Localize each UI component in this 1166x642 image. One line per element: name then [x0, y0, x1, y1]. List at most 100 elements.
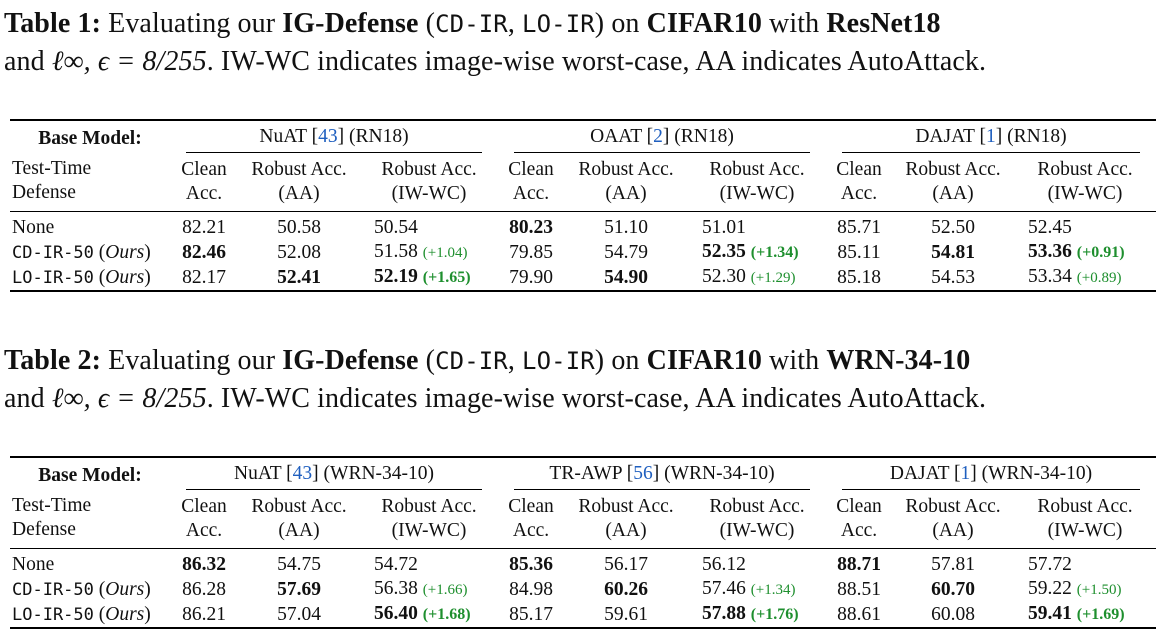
table-subheader-row: Test-Time Defense Clean Acc. Robust Acc. (A… [10, 490, 1156, 549]
citation-link[interactable]: 43 [292, 463, 313, 484]
table-cell: 86.28 [182, 578, 226, 600]
table-cell: 56.12 [688, 548, 826, 577]
table-cell: 52.35 (+1.34) [702, 241, 799, 262]
table-cell: 85.36 [498, 548, 564, 577]
variant-cd-ir: CD-IR [435, 347, 508, 375]
col-clean-acc: Clean Acc. [181, 159, 227, 204]
group-name: OAAT [590, 126, 642, 147]
table-cell: 59.41 (+1.69) [1014, 602, 1156, 629]
variant-lo-ir: LO-IR [522, 10, 595, 38]
col-robust-iwwc: Robust Acc. (IW-WC) [381, 159, 477, 204]
group-name: DAJAT [915, 126, 975, 147]
table-cell: 60.70 [931, 578, 975, 600]
citation-link[interactable]: 43 [318, 126, 338, 147]
table-row: LO-IR-50 (Ours) 82.17 52.41 52.19 (+1.65) 79… [10, 265, 1156, 292]
test-time-defense-label: Test-Time Defense [12, 158, 92, 203]
col-clean-acc: Clean Acc. [508, 496, 554, 541]
table-cell: 52.45 [1014, 211, 1156, 240]
table-cell: 86.32 [170, 548, 238, 577]
table-cell: 51.10 [564, 211, 688, 240]
table-cell: 51.58 (+1.04) [374, 241, 468, 262]
group-header: DAJAT [1] (RN18) [826, 119, 1156, 153]
col-robust-iwwc: Robust Acc. (IW-WC) [1037, 496, 1133, 541]
table-cell: 60.08 [892, 602, 1014, 629]
row-defense-name: None [10, 548, 170, 577]
table-header-row: Base Model: NuAT [43] (RN18) OAAT [2] (R… [10, 119, 1156, 153]
col-clean-acc: Clean Acc. [181, 496, 227, 541]
caption-text: with [769, 8, 820, 39]
caption-text: Evaluating our [108, 8, 276, 39]
table-cell: 88.51 [837, 578, 881, 600]
col-clean-acc: Clean Acc. [836, 159, 882, 204]
row-defense-name: LO-IR-50 (Ours) [10, 602, 170, 629]
caption-text: on [611, 345, 640, 376]
citation-link[interactable]: 1 [985, 126, 996, 147]
table-cell: 54.53 [892, 265, 1014, 292]
group-header: NuAT [43] (RN18) [170, 119, 498, 153]
model-name: ResNet18 [826, 8, 941, 39]
table-cell: 82.17 [170, 265, 238, 292]
caption-text: . IW-WC indicates image-wise worst-case,… [206, 383, 987, 414]
linf-eps-math: ℓ∞, ϵ = 8/255 [51, 383, 207, 414]
table-cell: 54.72 [360, 548, 498, 577]
col-clean-acc: Clean Acc. [508, 159, 554, 204]
improvement-delta: (+1.29) [750, 270, 796, 286]
table-cell: 54.81 [931, 241, 975, 263]
citation-link[interactable]: 56 [633, 463, 653, 484]
table2-label: Table 2: [4, 345, 102, 376]
improvement-delta: (+0.91) [1076, 244, 1125, 261]
group-arch: (RN18) [674, 126, 734, 147]
col-robust-iwwc: Robust Acc. (IW-WC) [709, 496, 805, 541]
col-robust-aa: Robust Acc. (AA) [578, 159, 674, 204]
table-row: None 82.21 50.58 50.54 80.23 51.10 51.01 85.71 5… [10, 211, 1156, 240]
table-cell: 57.04 [238, 602, 360, 629]
table-cell: 52.41 [238, 265, 360, 292]
table-cell: 85.17 [498, 602, 564, 629]
table-cell: 52.30 (+1.29) [688, 265, 826, 292]
table-cell: 82.46 [182, 241, 226, 263]
row-defense-name: CD-IR-50 (Ours) [12, 578, 151, 600]
table-cell: 80.23 [498, 211, 564, 240]
improvement-delta: (+1.69) [1076, 606, 1125, 623]
col-robust-aa: Robust Acc. (AA) [251, 496, 347, 541]
table-subheader-row: Test-Time Defense Clean Acc. Robust Acc. (A… [10, 153, 1156, 212]
table-cell: 57.46 (+1.34) [702, 578, 796, 599]
col-clean-acc: Clean Acc. [836, 496, 882, 541]
test-time-defense-label: Test-Time Defense [12, 495, 92, 540]
col-robust-iwwc: Robust Acc. (IW-WC) [1037, 159, 1133, 204]
table-row: CD-IR-50 (Ours) 86.28 57.69 56.38 (+1.66) 84… [10, 577, 1156, 602]
citation-link[interactable]: 2 [653, 126, 663, 147]
citation-link[interactable]: 1 [960, 463, 971, 484]
table-cell: 59.61 [564, 602, 688, 629]
table-cell: 57.69 [277, 578, 321, 600]
table1-caption: Table 1: Evaluating our IG-Defense (CD-I… [4, 8, 987, 77]
table-cell: 52.50 [892, 211, 1014, 240]
table1: Base Model: NuAT [43] (RN18) OAAT [2] (R… [10, 119, 1156, 292]
caption-text: on [611, 8, 640, 39]
caption-text: Evaluating our [108, 345, 276, 376]
group-header: OAAT [2] (RN18) [498, 119, 826, 153]
col-robust-iwwc: Robust Acc. (IW-WC) [709, 159, 805, 204]
table-cell: 88.61 [826, 602, 892, 629]
group-name: DAJAT [889, 463, 950, 484]
caption-text: with [769, 345, 820, 376]
method-name: IG-Defense [282, 345, 419, 376]
linf-eps-math: ℓ∞, ϵ = 8/255 [51, 46, 207, 77]
group-arch: (WRN-34-10) [981, 463, 1093, 484]
col-robust-iwwc: Robust Acc. (IW-WC) [381, 496, 477, 541]
table-cell: 52.19 (+1.65) [360, 265, 498, 292]
table-cell: 85.11 [837, 241, 881, 263]
table-cell: 53.34 (+0.89) [1014, 265, 1156, 292]
table-row: LO-IR-50 (Ours) 86.21 57.04 56.40 (+1.68) 85… [10, 602, 1156, 629]
group-arch: (WRN-34-10) [664, 463, 775, 484]
table-cell: 56.38 (+1.66) [374, 578, 468, 599]
improvement-delta: (+1.04) [422, 245, 468, 261]
variant-lo-ir: LO-IR [522, 347, 595, 375]
table-cell: 57.88 (+1.76) [688, 602, 826, 629]
table-cell: 57.81 [892, 548, 1014, 577]
col-robust-aa: Robust Acc. (AA) [251, 159, 347, 204]
improvement-delta: (+1.76) [750, 606, 799, 623]
table-cell: 56.40 (+1.68) [360, 602, 498, 629]
table2: Base Model: NuAT [43] (WRN-34-10) TR-AWP… [10, 456, 1156, 629]
table-cell: 85.71 [826, 211, 892, 240]
